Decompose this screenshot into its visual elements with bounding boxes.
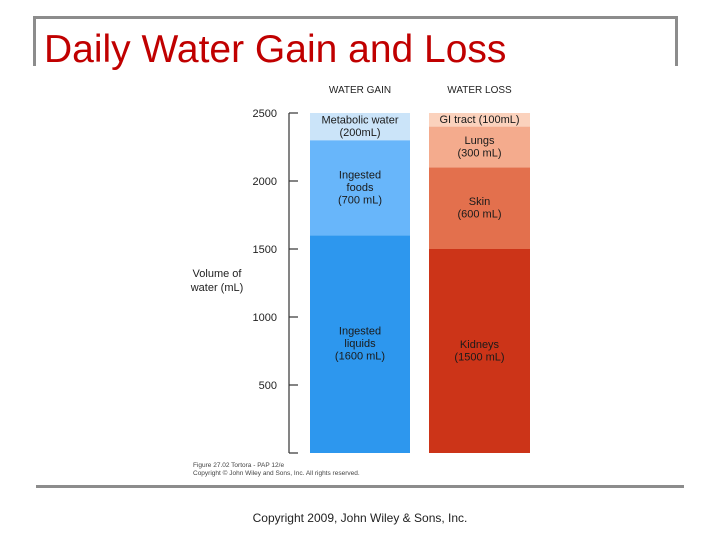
slide-frame-right [675,16,678,66]
bar-segment-metabolic-water [310,113,410,141]
y-tick-label: 2000 [253,176,277,188]
segment-label-ingested-liquids: Ingested liquids (1600 mL) [335,326,385,363]
water-gain-header: WATER GAIN [329,85,391,96]
bar-segment-skin [429,167,530,249]
y-tick-label: 1500 [253,244,277,256]
segment-label-gi-tract: GI tract (100mL) [439,114,519,126]
segment-label-lungs: Lungs (300 mL) [457,135,501,160]
copyright-footer: Copyright 2009, John Wiley & Sons, Inc. [252,511,468,525]
bar-segment-gi-tract [429,113,530,127]
bar-segment-kidneys [429,249,530,453]
y-tick-label: 2500 [253,108,277,120]
segment-label-skin: Skin (600 mL) [457,196,501,221]
slide-title: Daily Water Gain and Loss [44,28,507,71]
segment-label-kidneys: Kidneys (1500 mL) [454,339,504,364]
slide-frame-left [33,16,36,66]
segment-label-ingested-foods: Ingested foods (700 mL) [338,169,382,206]
figure-credit-line: Copyright © John Wiley and Sons, Inc. Al… [193,469,360,477]
y-tick-label: 1000 [253,312,277,324]
figure-credit-line: Figure 27.02 Tortora - PAP 12/e [193,462,284,469]
bar-segment-ingested-liquids [310,235,410,453]
y-axis-label: Volume of water (mL) [190,268,244,294]
bar-segment-ingested-foods [310,140,410,236]
bar-segment-lungs [429,126,530,168]
slide-frame-bottom [36,485,684,488]
y-tick-label: 500 [259,380,277,392]
water-loss-header: WATER LOSS [447,85,512,96]
segment-label-metabolic-water: Metabolic water (200mL) [321,114,398,139]
slide-frame-top [33,16,678,19]
